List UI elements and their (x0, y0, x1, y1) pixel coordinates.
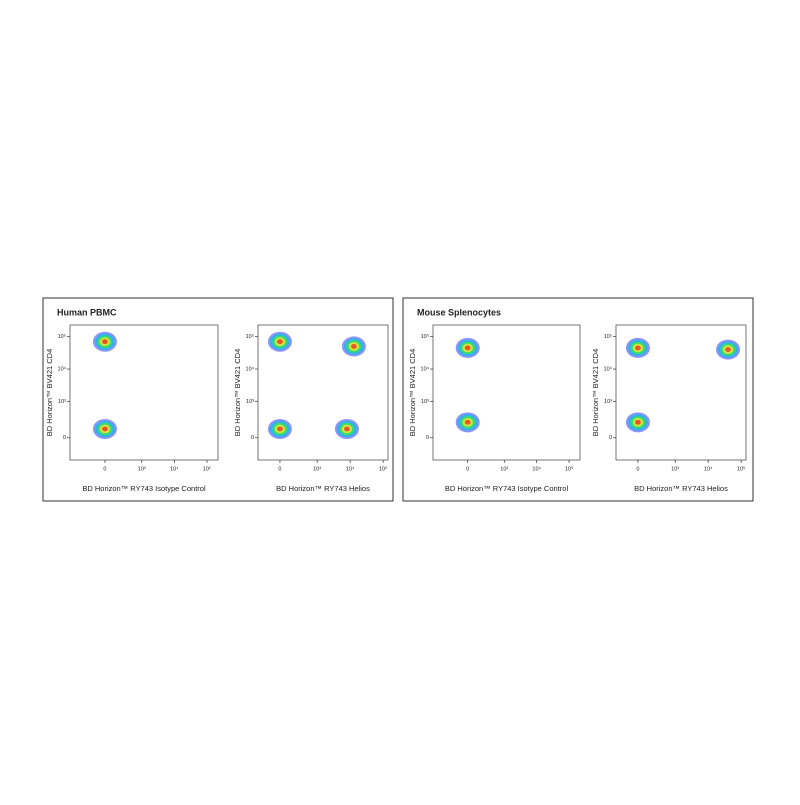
x-tick-label: 10⁵ (565, 465, 573, 472)
y-tick-label: 10⁴ (246, 365, 255, 372)
y-tick-label: 10⁵ (421, 333, 429, 340)
y-axis-label: BD Horizon™ BV421 CD4 (591, 349, 600, 437)
x-tick-label: 0 (636, 466, 639, 472)
density-level (277, 339, 283, 345)
population (92, 331, 117, 352)
y-tick-label: 10⁴ (604, 365, 613, 372)
x-axis-label: BD Horizon™ RY743 Isotype Control (82, 484, 206, 493)
x-tick-label: 10⁴ (346, 465, 355, 472)
population (267, 331, 292, 352)
population (455, 412, 480, 433)
x-tick-label: 10³ (671, 466, 679, 472)
density-level (635, 345, 641, 351)
population (625, 337, 650, 358)
panel-title: Human PBMC (57, 307, 117, 317)
plot-frame (69, 324, 219, 461)
population (92, 418, 117, 439)
plot-frame (432, 324, 581, 461)
population (625, 412, 650, 433)
y-tick-label: 0 (251, 435, 254, 441)
y-tick-label: 10⁵ (604, 333, 612, 340)
y-axis-label: BD Horizon™ BV421 CD4 (408, 349, 417, 437)
y-tick-label: 10³ (58, 399, 66, 405)
y-tick-label: 10⁴ (58, 365, 67, 372)
y-tick-label: 0 (426, 435, 429, 441)
density-level (344, 426, 350, 432)
x-tick-label: 10³ (138, 466, 146, 472)
x-axis-label: BD Horizon™ RY743 Helios (276, 484, 370, 493)
density-level (277, 426, 283, 432)
density-level (635, 419, 641, 425)
panel-frame (42, 297, 394, 502)
y-tick-label: 0 (63, 435, 66, 441)
y-axis-label: BD Horizon™ BV421 CD4 (233, 349, 242, 437)
x-tick-label: 0 (103, 466, 106, 472)
y-tick-label: 10³ (421, 399, 429, 405)
panel-frame (402, 297, 754, 502)
x-tick-label: 10⁴ (170, 465, 179, 472)
density-level (464, 419, 471, 425)
y-tick-label: 10³ (604, 399, 612, 405)
panel-title: Mouse Splenocytes (417, 307, 501, 317)
y-tick-label: 0 (609, 435, 612, 441)
y-tick-label: 10⁵ (246, 333, 254, 340)
x-axis-label: BD Horizon™ RY743 Helios (634, 484, 728, 493)
x-tick-label: 0 (466, 466, 469, 472)
x-tick-label: 10⁴ (532, 465, 541, 472)
x-tick-label: 10⁴ (704, 465, 713, 472)
x-tick-label: 10³ (313, 466, 321, 472)
population (267, 418, 292, 439)
x-tick-label: 10⁵ (203, 465, 211, 472)
density-level (351, 344, 357, 349)
x-axis-label: BD Horizon™ RY743 Isotype Control (445, 484, 569, 493)
population (341, 336, 366, 357)
population (334, 418, 359, 439)
y-tick-label: 10³ (246, 399, 254, 405)
x-tick-label: 10⁵ (737, 465, 745, 472)
density-level (725, 347, 731, 352)
density-level (102, 426, 108, 432)
x-tick-label: 10³ (500, 466, 508, 472)
y-tick-label: 10⁵ (58, 333, 66, 340)
population (716, 339, 741, 360)
x-tick-label: 10⁵ (379, 465, 387, 472)
y-axis-label: BD Horizon™ BV421 CD4 (45, 349, 54, 437)
x-tick-label: 0 (278, 466, 281, 472)
y-tick-label: 10⁴ (421, 365, 430, 372)
plot-frame (257, 324, 389, 461)
density-level (464, 345, 471, 351)
population (455, 337, 480, 358)
plot-frame (615, 324, 747, 461)
density-level (102, 339, 108, 345)
